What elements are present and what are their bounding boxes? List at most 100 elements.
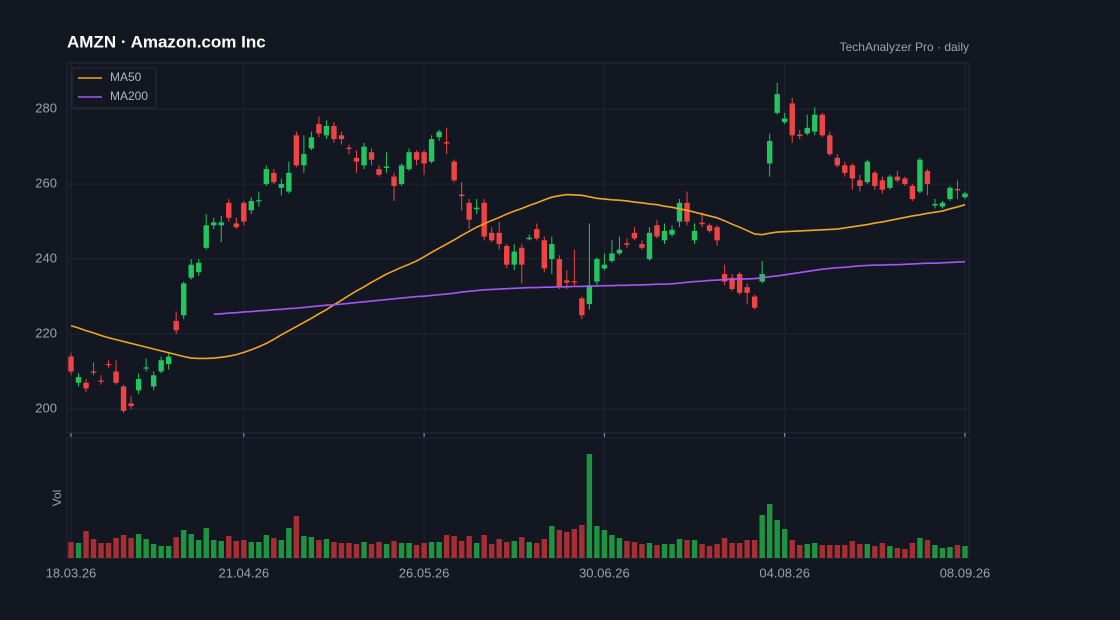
price-panel [66,62,970,434]
candle-body [751,296,758,308]
volume-bar [721,538,728,558]
volume-bar [98,543,104,558]
volume-bar [331,542,337,558]
candle-body [639,244,645,248]
candle-body [571,281,578,283]
candle-body [466,202,472,220]
candle-body [804,127,810,134]
volume-bar [83,531,89,558]
volume-panel [66,437,970,559]
candle-body [293,135,300,166]
candle-body [549,244,555,260]
candle-body [263,169,270,185]
volume-bar [368,544,375,558]
candle-body [241,202,247,222]
volume-bar [90,539,97,558]
volume-bar [256,542,262,558]
candle-body [616,249,623,254]
candle-body [316,124,322,134]
volume-bar [736,543,743,558]
candle-body [714,227,720,241]
candle-body [286,172,292,192]
candle-body [256,200,262,202]
volume-bar [413,545,420,558]
volume-bar [541,539,547,558]
candle-body [368,152,375,160]
volume-bar [684,540,690,558]
volume-bar [526,542,532,558]
volume-bar [887,546,893,558]
volume-bar [804,544,810,558]
volume-bar [902,549,908,558]
volume-bar [857,544,863,558]
volume-bar [654,545,660,558]
candle-body [278,184,285,188]
volume-bar [383,544,390,558]
y-tick-label: 260 [35,176,57,191]
candle-body [361,146,367,166]
volume-bar [616,538,623,558]
candle-body [90,371,97,373]
chart-subtitle: TechAnalyzer Pro · daily [840,40,969,54]
candle-body [458,194,465,197]
volume-bar [729,543,735,558]
volume-bar [406,543,412,558]
volume-bar [466,536,472,558]
candle-body [331,125,337,140]
candle-body [301,154,307,166]
candle-body [781,118,788,123]
volume-bar [188,534,194,558]
volume-bar [301,536,307,558]
volume-bar [864,544,871,558]
volume-bar [473,543,480,558]
candle-body [586,285,593,305]
volume-bar [571,529,578,558]
candle-body [68,356,74,372]
candle-body [849,165,856,179]
candle-body [519,247,525,265]
volume-bar [436,542,442,558]
candle-body [691,230,698,241]
candle-body [774,94,780,113]
candle-body [556,259,563,288]
candle-body [917,159,923,192]
volume-bar [458,541,465,558]
candle-body [338,135,345,140]
candle-body [353,157,360,162]
candle-body [451,161,457,181]
candle-body [98,380,104,382]
candle-body [819,114,825,136]
volume-bar [218,541,224,558]
candle-body [744,287,750,293]
candle-body [496,232,502,245]
candle-body [609,253,615,261]
volume-bar [226,536,232,558]
volume-bar [586,454,593,558]
volume-bar [263,535,270,558]
candle-body [504,245,510,265]
volume-bar [849,541,856,558]
volume-bar [308,537,315,558]
candle-body [398,165,405,185]
candle-body [594,259,600,282]
volume-bar [105,543,112,558]
volume-bar [481,535,487,558]
candle-body [954,188,961,191]
candle-body [211,222,217,226]
candle-body [864,161,871,183]
volume-bar [135,534,142,558]
candle-body [601,264,608,269]
volume-bar [361,542,367,558]
x-tick-label: 08.09.26 [940,565,991,580]
candle-body [421,152,427,164]
volume-bar [872,546,878,558]
candle-body [789,103,795,136]
candle-body [248,200,255,211]
volume-bar [789,540,795,558]
candle-body [188,264,194,278]
volume-bar [609,535,615,558]
volume-bar [496,539,502,558]
volume-bar [751,540,758,558]
candle-body [83,382,89,389]
